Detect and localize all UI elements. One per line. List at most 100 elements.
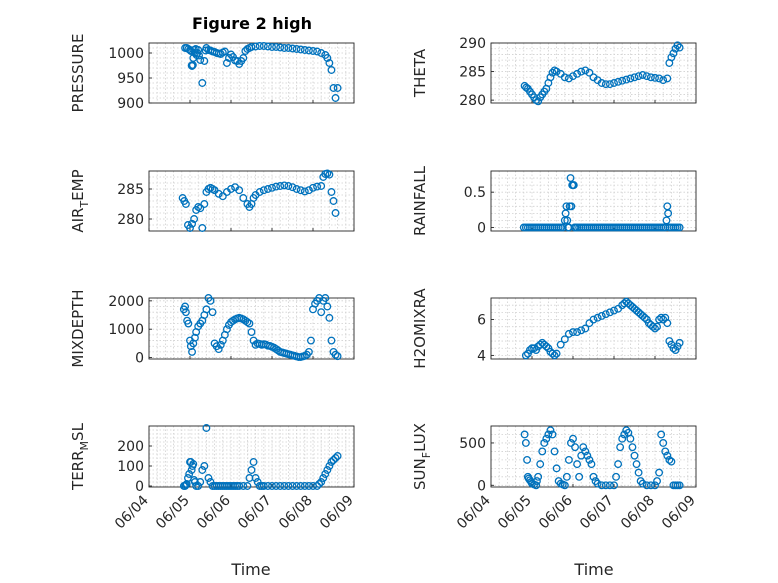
y-axis-label: TERRMSL xyxy=(69,422,91,491)
y-axis-label-subscript: F xyxy=(420,452,433,458)
data-point xyxy=(288,482,297,490)
data-point xyxy=(253,478,262,486)
data-point xyxy=(331,209,340,217)
data-point xyxy=(190,215,199,223)
data-point xyxy=(573,460,582,469)
y-axis-label-main: MIXDEPTH xyxy=(69,289,87,367)
data-point xyxy=(521,438,530,447)
data-point xyxy=(321,470,330,478)
data-point xyxy=(659,438,668,447)
data-point xyxy=(245,319,254,328)
data-point xyxy=(538,447,547,456)
data-point xyxy=(610,306,618,315)
data-point xyxy=(667,457,676,466)
data-point xyxy=(333,84,342,92)
y-axis-label-main: THETA xyxy=(411,48,429,98)
data-point xyxy=(575,472,584,481)
y-axis-label-main: H2OMIXRA xyxy=(411,288,429,369)
data-point xyxy=(605,481,614,490)
data-point xyxy=(284,482,293,490)
axes-frame xyxy=(148,170,355,232)
data-point xyxy=(327,66,336,74)
y-axis-label-main: TERR xyxy=(69,450,87,491)
data-point xyxy=(292,185,301,193)
y-axis-label-main: PRESSURE xyxy=(69,34,87,113)
data-point xyxy=(188,219,196,228)
y-axis-label: THETA xyxy=(411,48,429,98)
data-point xyxy=(597,79,606,87)
data-point xyxy=(655,74,664,83)
subplot-1: 900 950 1000 PRESSURE xyxy=(69,34,355,113)
y-tick-label: 500 xyxy=(459,436,486,452)
data-point xyxy=(202,424,211,432)
data-point xyxy=(331,94,340,102)
data-point xyxy=(630,73,639,82)
data-point xyxy=(309,47,317,55)
data-point xyxy=(569,72,577,81)
data-point xyxy=(532,477,541,486)
subplot-4: 0 0.5 RAINFALL xyxy=(411,165,697,236)
y-tick-label: 0 xyxy=(135,351,144,367)
data-point xyxy=(657,313,666,322)
data-point xyxy=(185,470,194,478)
data-point xyxy=(216,340,225,349)
data-point xyxy=(597,481,606,490)
y-tick-label: 1000 xyxy=(108,322,144,338)
y-tick-label: 290 xyxy=(459,36,486,52)
subplot-3: 280 285 AIRTEMP xyxy=(69,169,355,233)
data-point xyxy=(550,447,559,456)
y-axis-label-subscript: T xyxy=(78,201,91,209)
y-tick-label: 0 xyxy=(135,479,144,495)
data-point xyxy=(198,466,207,474)
y-axis-label: RAINFALL xyxy=(411,165,429,236)
data-point xyxy=(634,468,643,477)
data-point xyxy=(579,443,588,452)
data-point xyxy=(564,74,573,83)
data-point xyxy=(675,43,684,52)
data-point xyxy=(218,192,227,201)
y-tick-label: 280 xyxy=(459,93,486,109)
data-point xyxy=(214,345,223,354)
y-tick-label: 2000 xyxy=(108,294,144,310)
data-point xyxy=(544,430,553,439)
data-point xyxy=(657,430,666,439)
data-point xyxy=(663,319,672,328)
subplot-5: 0 1000 2000 MIXDEPTH xyxy=(69,289,355,368)
data-point xyxy=(200,462,209,470)
axes-frame xyxy=(148,425,355,488)
data-point xyxy=(331,350,340,359)
data-point xyxy=(317,182,326,190)
data-point xyxy=(300,46,309,54)
data-point xyxy=(220,47,229,56)
data-point xyxy=(268,43,276,51)
data-point xyxy=(520,430,529,439)
data-point xyxy=(585,68,594,77)
data-point xyxy=(329,84,338,92)
data-point xyxy=(550,351,559,360)
y-axis-label-suffix: EMP xyxy=(69,169,87,200)
data-point xyxy=(321,294,330,302)
data-point xyxy=(255,188,264,196)
data-point xyxy=(208,308,217,317)
data-point xyxy=(667,53,676,62)
data-point xyxy=(317,478,326,486)
data-point xyxy=(642,481,651,490)
data-point xyxy=(653,322,661,331)
y-tick-label: 4 xyxy=(477,348,486,364)
data-point xyxy=(583,451,592,460)
data-point xyxy=(263,482,272,490)
data-point xyxy=(196,56,205,64)
data-point xyxy=(634,72,643,81)
data-point xyxy=(181,308,190,317)
data-point xyxy=(620,430,629,439)
data-point xyxy=(251,474,260,482)
data-point xyxy=(288,44,297,53)
data-point xyxy=(569,328,577,337)
data-point xyxy=(587,460,596,469)
data-point xyxy=(196,478,205,486)
data-point xyxy=(597,311,606,320)
x-axis-label-right: Time xyxy=(573,560,613,579)
data-point xyxy=(610,481,618,490)
data-point xyxy=(669,344,678,353)
data-point xyxy=(662,216,671,225)
